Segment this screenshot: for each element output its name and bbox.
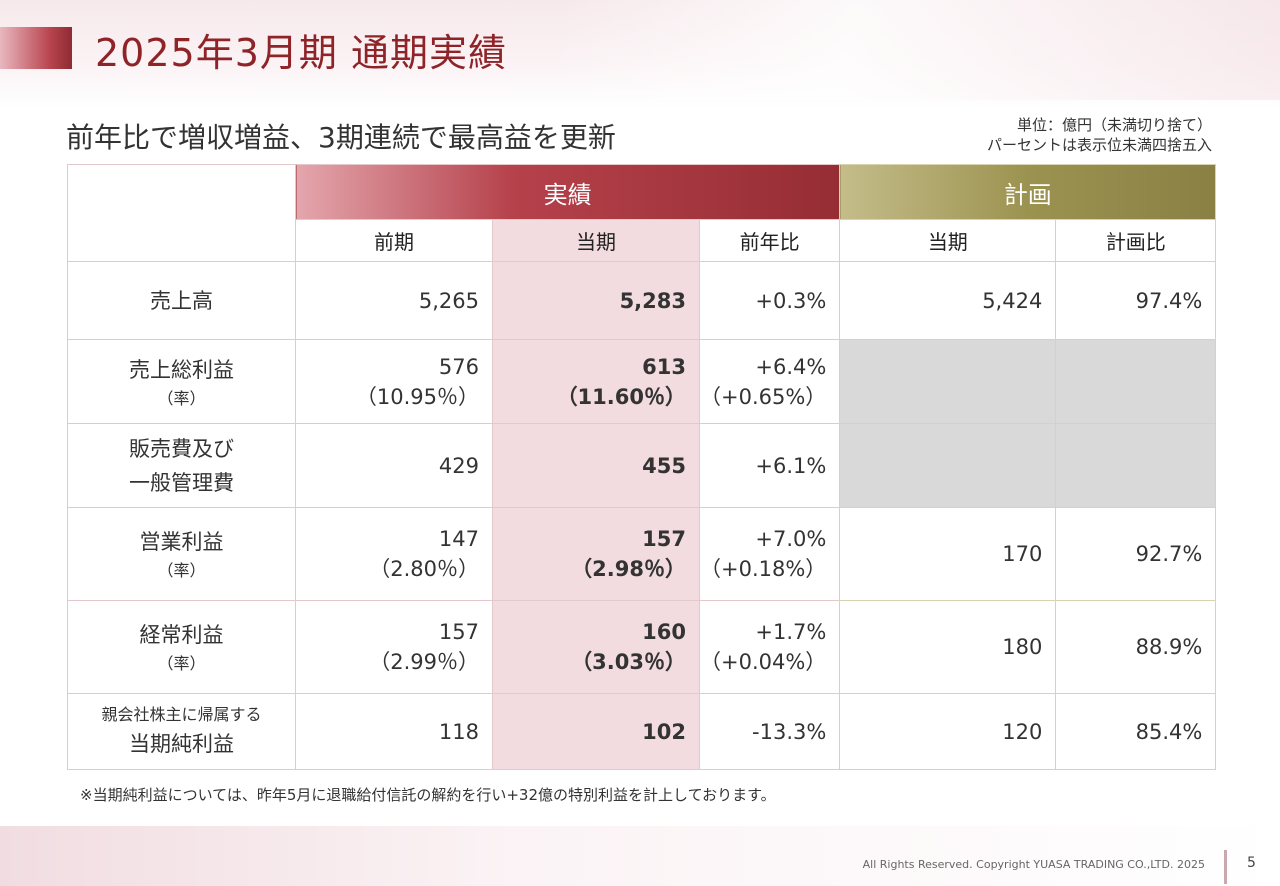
row-label-text: 当期純利益	[129, 731, 234, 756]
row-label: 営業利益 （率）	[67, 507, 296, 601]
page-title: 2025年3月期 通期実績	[95, 31, 507, 75]
row-label-line2: 一般管理費	[129, 470, 234, 495]
cell-prev: 147 （2.80％）	[295, 507, 493, 601]
cell-yoy-value: +1.7%	[755, 620, 827, 644]
cell-current: 157 （2.98％）	[492, 507, 700, 601]
cell-yoy-value: +6.4%	[755, 354, 827, 379]
group-header-actual: 実績	[294, 164, 841, 220]
copyright-text: All Rights Reserved. Copyright YUASA TRA…	[862, 858, 1205, 871]
row-label: 売上総利益 （率）	[67, 339, 296, 424]
cell-prev-rate: （2.80％）	[369, 557, 479, 581]
cell-plan-ratio: 92.7%	[1055, 507, 1217, 601]
cell-yoy: +1.7% （+0.04%）	[698, 600, 841, 694]
table-corner-cell	[67, 164, 296, 262]
cell-current-rate: （11.60％）	[556, 384, 686, 409]
cell-prev: 157 （2.99％）	[295, 600, 493, 694]
table-row: 営業利益 （率） 147 （2.80％） 157 （2.98％） +7.0% （…	[67, 507, 1217, 601]
cell-yoy: +6.4% （+0.65%）	[698, 339, 841, 424]
cell-plan-ratio-empty	[1055, 423, 1217, 508]
cell-current: 5,283	[492, 261, 700, 340]
group-header-plan: 計画	[839, 164, 1217, 220]
footer-background	[0, 826, 1280, 886]
row-label: 販売費及び 一般管理費	[67, 423, 296, 508]
cell-current-rate: （3.03％）	[571, 650, 686, 674]
unit-note-line1: 単位：億円（未満切り捨て）	[1016, 116, 1212, 134]
table-row: 親会社株主に帰属する 当期純利益 118 102 -13.3% 120 85.4…	[67, 693, 1217, 770]
cell-plan-empty	[839, 423, 1057, 508]
cell-current: 613 （11.60％）	[492, 339, 700, 424]
cell-yoy-value: +7.0%	[755, 527, 827, 551]
cell-yoy: +0.3%	[698, 261, 841, 340]
title-accent-bar	[0, 27, 72, 69]
cell-current: 102	[492, 693, 700, 770]
row-label-sub: （率）	[157, 388, 206, 408]
table-row: 売上高 5,265 5,283 +0.3% 5,424 97.4%	[67, 261, 1217, 340]
cell-plan-ratio: 85.4%	[1055, 693, 1217, 770]
cell-prev: 576 （10.95％）	[295, 339, 493, 424]
unit-note-line2: パーセントは表示位未満四捨五入	[986, 136, 1212, 154]
cell-prev-value: 147	[438, 527, 479, 551]
col-header-yoy: 前年比	[698, 219, 841, 262]
slide-subtitle: 前年比で増収増益、3期連続で最高益を更新	[66, 121, 616, 154]
cell-current-value: 160	[642, 620, 686, 644]
page-number: 5	[1247, 855, 1256, 871]
row-label-text: 営業利益	[139, 530, 224, 554]
table-row: 販売費及び 一般管理費 429 455 +6.1%	[67, 423, 1217, 508]
row-label-text: 売上高	[150, 288, 213, 313]
cell-prev: 429	[295, 423, 493, 508]
col-header-plan-ratio: 計画比	[1055, 219, 1217, 262]
cell-plan-empty	[839, 339, 1057, 424]
results-table: 実績 計画 前期 当期 前年比 当期 計画比 売上高 5,265 5,283 +…	[67, 164, 1217, 770]
cell-current: 455	[492, 423, 700, 508]
cell-yoy: +7.0% （+0.18%）	[698, 507, 841, 601]
cell-plan-ratio: 88.9%	[1055, 600, 1217, 694]
row-label-text: 経常利益	[139, 623, 224, 647]
cell-plan: 170	[839, 507, 1057, 601]
table-row: 経常利益 （率） 157 （2.99％） 160 （3.03％） +1.7% （…	[67, 600, 1217, 694]
row-label: 親会社株主に帰属する 当期純利益	[67, 693, 296, 770]
header-swoosh	[560, 0, 1280, 100]
cell-current-value: 613	[642, 354, 686, 379]
row-label-line1: 販売費及び	[129, 436, 234, 461]
cell-plan: 5,424	[839, 261, 1057, 340]
col-header-prev: 前期	[295, 219, 493, 262]
page-number-divider	[1224, 850, 1227, 884]
row-label-prefix: 親会社株主に帰属する	[101, 704, 262, 724]
cell-plan: 120	[839, 693, 1057, 770]
row-label-text: 売上総利益	[129, 357, 234, 382]
col-header-plan-current: 当期	[839, 219, 1057, 262]
cell-current-rate: （2.98％）	[571, 557, 686, 581]
row-label: 売上高	[67, 261, 296, 340]
cell-yoy: +6.1%	[698, 423, 841, 508]
cell-prev-value: 576	[438, 354, 479, 379]
cell-yoy: -13.3%	[698, 693, 841, 770]
unit-note: 単位：億円（未満切り捨て） パーセントは表示位未満四捨五入	[987, 115, 1212, 155]
cell-prev-rate: （10.95％）	[355, 384, 479, 409]
cell-plan: 180	[839, 600, 1057, 694]
cell-prev-rate: （2.99％）	[369, 650, 479, 674]
row-label: 経常利益 （率）	[67, 600, 296, 694]
cell-prev: 118	[295, 693, 493, 770]
cell-current-value: 157	[642, 527, 686, 551]
cell-plan-ratio: 97.4%	[1055, 261, 1217, 340]
cell-plan-ratio-empty	[1055, 339, 1217, 424]
cell-prev-value: 157	[438, 620, 479, 644]
cell-yoy-rate: （+0.04%）	[700, 650, 827, 674]
col-header-current: 当期	[492, 219, 700, 262]
footnote: ※当期純利益については、昨年5月に退職給付信託の解約を行い+32億の特別利益を計…	[80, 786, 776, 804]
cell-yoy-rate: （+0.18%）	[700, 557, 827, 581]
cell-prev: 5,265	[295, 261, 493, 340]
cell-current: 160 （3.03％）	[492, 600, 700, 694]
cell-yoy-rate: （+0.65%）	[700, 384, 827, 409]
row-label-sub: （率）	[157, 654, 206, 673]
row-label-sub: （率）	[157, 561, 206, 580]
table-row: 売上総利益 （率） 576 （10.95％） 613 （11.60％） +6.4…	[67, 339, 1217, 424]
